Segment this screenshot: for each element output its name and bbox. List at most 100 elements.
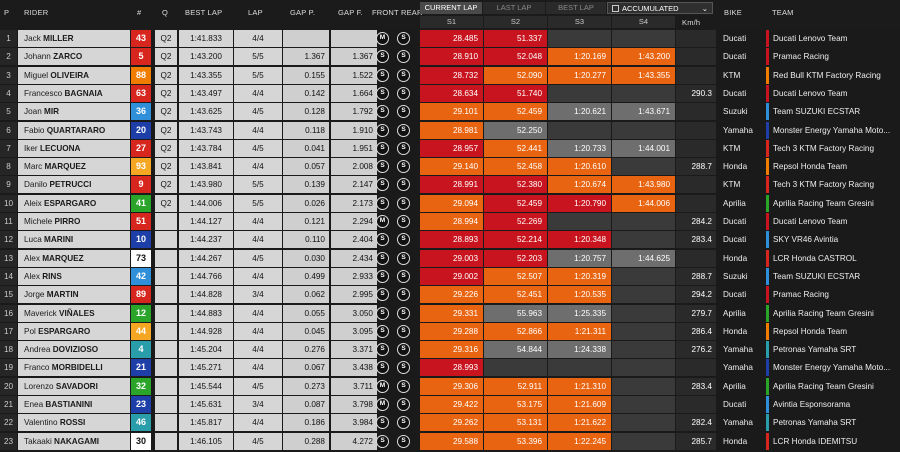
rider-first-name: Marc [24,162,43,172]
position-cell: 14 [0,267,17,285]
sector-s3-cell: 1:25.335 [548,304,611,322]
gap-previous-cell: 0.276 [283,341,329,359]
rider-name-cell[interactable]: Joan MIR [18,103,130,121]
rider-name-cell[interactable]: Jack MILLER [18,30,130,47]
sector-s2-cell: 52.269 [484,213,547,230]
table-row[interactable]: 15 Jorge MARTIN 89 1:44.828 3/4 0.062 2.995 S S 2… [0,286,900,304]
rider-name-cell[interactable]: Iker LECUONA [18,139,130,157]
position-cell: 12 [0,231,17,249]
table-row[interactable]: 6 Fabio QUARTARARO 20 Q2 1:43.743 4/4 0.118 1.9… [0,121,900,140]
rider-number-badge: 12 [131,304,151,322]
lap-count-cell: 4/4 [234,84,282,102]
table-row[interactable]: 3 Miguel OLIVEIRA 88 Q2 1:43.355 5/5 0.155 1.52… [0,66,900,85]
table-row[interactable]: 1 Jack MILLER 43 Q2 1:41.833 4/4 M S Ducati Ducat… [0,30,900,48]
front-tyre-icon: S [376,434,389,448]
tab-current-lap[interactable]: CURRENT LAP [420,2,482,14]
rider-name-cell[interactable]: Jorge MARTIN [18,286,130,304]
rider-name-cell[interactable]: Valentino ROSSI [18,414,130,432]
front-tyre-icon: M [376,215,389,228]
table-row[interactable]: 14 Alex RINS 42 1:44.766 4/4 0.499 2.933 S S 288.… [0,267,900,286]
rider-number-badge: 30 [131,432,151,450]
sector-s2-cell: 53.396 [484,432,547,450]
table-row[interactable]: 20 Lorenzo SAVADORI 32 1:45.544 4/5 0.273 3.71… [0,377,900,396]
rider-name-cell[interactable]: Danilo PETRUCCI [18,176,130,194]
rider-name-cell[interactable]: Enea BASTIANINI [18,396,130,413]
tab-last-lap[interactable]: LAST LAP [483,2,545,14]
table-row[interactable]: 16 Maverick VIÑALES 12 1:44.883 4/4 0.055 3.05… [0,304,900,323]
gap-previous-cell: 0.142 [283,84,329,102]
best-lap-cell: 1:44.766 [179,267,233,285]
rider-name-cell[interactable]: Lorenzo SAVADORI [18,377,130,395]
table-row[interactable]: 5 Joan MIR 36 Q2 1:43.625 4/5 0.128 1.792 S S Suzu… [0,103,900,121]
qualifying-cell [155,432,177,450]
best-lap-cell: 1:43.497 [179,84,233,102]
rider-name-cell[interactable]: Fabio QUARTARARO [18,121,130,139]
table-row[interactable]: 7 Iker LECUONA 27 Q2 1:43.784 4/5 0.041 1.951 S S… [0,139,900,158]
header-rider[interactable]: RIDER [24,8,49,17]
rider-name-cell[interactable]: Aleix ESPARGARO [18,194,130,212]
gap-previous-cell: 0.062 [283,286,329,304]
sector-s4-cell [612,213,675,230]
rider-first-name: Michele [24,217,53,226]
sector-s3-cell: 1:20.757 [548,249,611,267]
table-row[interactable]: 17 Pol ESPARGARO 44 1:44.928 4/4 0.045 3.095 S S… [0,322,900,341]
lap-count-cell: 5/5 [234,194,282,212]
table-row[interactable]: 12 Luca MARINI 10 1:44.237 4/4 0.110 2.404 S S 28… [0,231,900,249]
sector-s2-cell: 51.337 [484,30,547,47]
sector-s3-cell: 1:20.277 [548,66,611,84]
rider-last-name: PIRRO [54,217,81,226]
table-row[interactable]: 21 Enea BASTIANINI 23 1:45.631 3/4 0.087 3.798… [0,396,900,414]
lap-count-cell: 4/4 [234,121,282,139]
table-row[interactable]: 11 Michele PIRRO 51 1:44.127 4/4 0.121 2.294 M S… [0,213,900,231]
table-row[interactable]: 9 Danilo PETRUCCI 9 Q2 1:43.980 5/5 0.139 2.147… [0,176,900,194]
rider-number-badge: 73 [131,249,151,267]
table-row[interactable]: 10 Aleix ESPARGARO 41 Q2 1:44.006 5/5 0.026 2.1… [0,194,900,213]
speed-cell: 290.3 [676,84,716,102]
header-s3: S3 [548,16,611,28]
rider-last-name: ZARCO [53,52,83,62]
rider-name-cell[interactable]: Alex RINS [18,267,130,285]
rider-name-cell[interactable]: Miguel OLIVEIRA [18,66,130,84]
header-position: P [4,8,10,17]
rider-name-cell[interactable]: Alex MARQUEZ [18,249,130,267]
tab-best-lap[interactable]: BEST LAP [546,2,606,14]
table-row[interactable]: 22 Valentino ROSSI 46 1:45.817 4/4 0.186 3.984… [0,414,900,432]
rider-last-name: BASTIANINI [45,400,93,409]
rider-name-cell[interactable]: Andrea DOVIZIOSO [18,341,130,359]
rider-name-cell[interactable]: Maverick VIÑALES [18,304,130,322]
sector-s1-cell: 29.101 [420,103,483,121]
rider-name-cell[interactable]: Takaaki NAKAGAMI [18,432,130,450]
rider-name-cell[interactable]: Pol ESPARGARO [18,322,130,340]
rider-first-name: Francesco [24,88,63,98]
speed-cell: 285.7 [676,432,716,450]
gap-previous-cell: 0.128 [283,103,329,121]
table-row[interactable]: 18 Andrea DOVIZIOSO 4 1:45.204 4/4 0.276 3.371… [0,341,900,359]
header-kmh: Km/h [682,18,701,27]
rider-name-cell[interactable]: Michele PIRRO [18,213,130,230]
header-best-lap[interactable]: BEST LAP [185,8,223,17]
rear-tyre-icon: S [397,416,410,430]
front-tyre-icon: M [376,32,389,45]
table-row[interactable]: 23 Takaaki NAKAGAMI 30 1:46.105 4/5 0.288 4.27… [0,432,900,451]
lap-count-cell: 4/4 [234,267,282,285]
lap-count-cell: 4/4 [234,158,282,176]
table-row[interactable]: 4 Francesco BAGNAIA 63 Q2 1:43.497 4/4 0.142 1.… [0,84,900,103]
table-row[interactable]: 19 Franco MORBIDELLI 21 1:45.271 4/4 0.067 3.4… [0,359,900,377]
rider-last-name: DOVIZIOSO [52,345,99,355]
speed-cell: 282.4 [676,414,716,432]
speed-cell [676,48,716,66]
rider-name-cell[interactable]: Marc MARQUEZ [18,158,130,176]
team-cell: Monster Energy Yamaha Moto... [773,125,891,135]
table-row[interactable]: 2 Johann ZARCO 5 Q2 1:43.200 5/5 1.367 1.367 S S D… [0,48,900,66]
sector-s3-cell: 1:20.733 [548,139,611,157]
rider-name-cell[interactable]: Johann ZARCO [18,48,130,66]
rider-name-cell[interactable]: Francesco BAGNAIA [18,84,130,102]
table-row[interactable]: 13 Alex MARQUEZ 73 1:44.267 4/5 0.030 2.434 S S H… [0,249,900,268]
gap-first-cell: 2.147 [331,176,377,194]
rider-name-cell[interactable]: Franco MORBIDELLI [18,359,130,377]
accumulated-select[interactable]: ACCUMULATED ⌄ [607,2,713,14]
bike-cell: KTM [723,143,741,153]
table-row[interactable]: 8 Marc MARQUEZ 93 Q2 1:43.841 4/4 0.057 2.008 S S… [0,158,900,176]
rider-first-name: Joan [24,107,42,117]
rider-name-cell[interactable]: Luca MARINI [18,231,130,249]
